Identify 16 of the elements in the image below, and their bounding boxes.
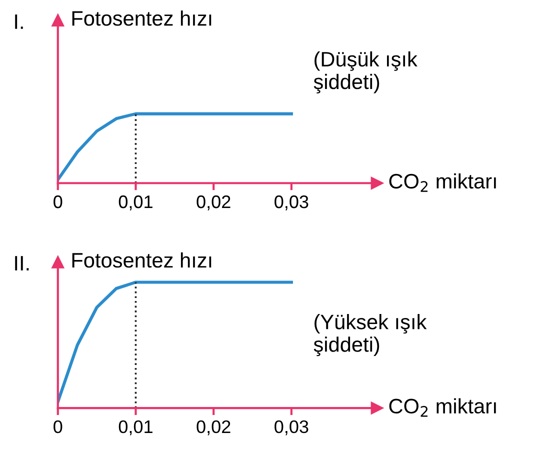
x-axis-title: CO$_{2}$ miktarı <box>389 398 496 417</box>
x-tick-label: 0 <box>54 420 62 434</box>
annotation: (Yüksek ışık şiddeti) <box>314 314 427 356</box>
text: (Düşük ışık şiddeti) <box>314 51 418 94</box>
y-axis-title: Fotosentez hızı <box>72 252 212 268</box>
x-tick-label: 0,02 <box>196 420 230 436</box>
x-tick-label: 0,01 <box>118 420 152 436</box>
x-tick-label: 0,03 <box>274 195 308 210</box>
x-tick-label: 0,01 <box>118 195 152 210</box>
text: I. <box>15 14 23 29</box>
text: II. <box>15 256 29 270</box>
x-tick-label: 0 <box>54 195 62 208</box>
y-axis-title: Fotosentez hızı <box>72 10 212 26</box>
x-axis-title: CO$_{2}$ miktarı <box>389 173 496 192</box>
x-tick-label: 0,03 <box>274 420 308 436</box>
x-tick-label: 0,02 <box>196 195 230 210</box>
